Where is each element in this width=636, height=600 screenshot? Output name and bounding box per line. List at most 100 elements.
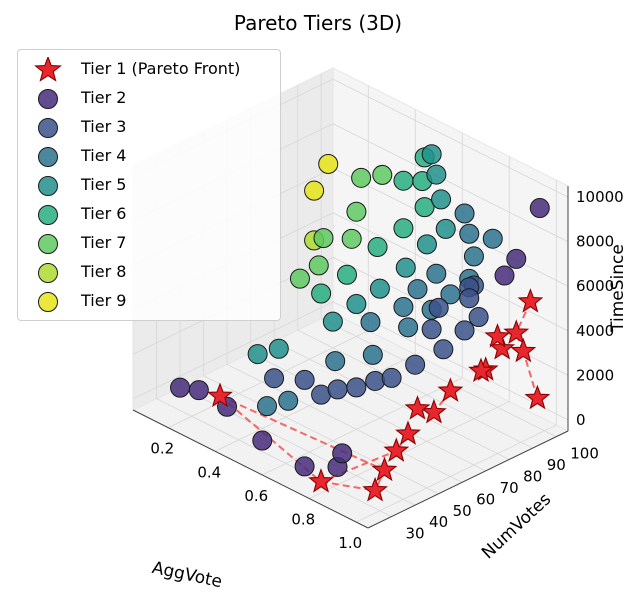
point-tier-4 <box>278 390 299 411</box>
point-tier-3 <box>365 370 386 391</box>
x-gridline <box>356 180 557 523</box>
star-point-tier-1-pareto-front <box>510 337 537 363</box>
legend-entry: Tier 9 <box>18 287 280 315</box>
legend-circle-icon <box>38 263 58 283</box>
star-point-tier-1-pareto-front <box>383 437 410 462</box>
legend-label: Tier 1 (Pareto Front) <box>81 59 241 78</box>
y-tick-label: 80 <box>523 468 542 486</box>
y-tick-label: 70 <box>500 479 519 497</box>
star-point-tier-1-pareto-front <box>437 377 464 402</box>
point-tier-5 <box>268 338 289 359</box>
point-tier-2 <box>252 430 273 451</box>
pareto-dashed-segment <box>522 351 539 399</box>
z-gridline <box>132 301 569 421</box>
point-tier-3 <box>421 319 442 340</box>
star-point-tier-1-pareto-front <box>484 323 511 348</box>
legend-entry: Tier 7 <box>18 229 280 257</box>
point-tier-2 <box>506 248 527 269</box>
z-tick-label: 0 <box>576 411 586 429</box>
point-tier-4 <box>440 284 461 305</box>
point-tier-7 <box>372 164 393 185</box>
point-tier-5 <box>421 144 442 165</box>
y-gridline <box>320 73 557 438</box>
point-tier-3 <box>346 377 367 398</box>
star-point-tier-1-pareto-front <box>524 384 551 410</box>
data-marks <box>170 144 551 502</box>
point-tier-5 <box>431 189 452 210</box>
chart-title: Pareto Tiers (3D) <box>234 11 402 35</box>
star-point-tier-1-pareto-front <box>404 395 431 420</box>
y-gridline <box>297 85 533 449</box>
point-tier-2 <box>294 456 315 477</box>
point-tier-4 <box>426 263 447 284</box>
point-tier-6 <box>367 237 388 258</box>
star-point-tier-1-pareto-front <box>503 319 530 344</box>
point-tier-6 <box>414 197 435 218</box>
legend-circle-icon <box>38 205 58 225</box>
x-tick-label: 0.6 <box>244 487 268 505</box>
y-tick-label: 50 <box>453 502 472 520</box>
point-tier-7 <box>346 201 367 222</box>
point-tier-7 <box>351 167 372 188</box>
star-point-tier-1-pareto-front <box>308 468 334 493</box>
legend-circle-icon <box>38 292 58 312</box>
x-axis-label: AggVote <box>150 558 224 592</box>
point-tier-3 <box>428 297 449 318</box>
star-point-tier-1-pareto-front <box>362 476 388 502</box>
y-tick-label: 60 <box>476 490 495 508</box>
point-tier-4 <box>360 312 381 333</box>
point-tier-2 <box>494 265 515 286</box>
point-tier-4 <box>362 344 383 365</box>
point-tier-7 <box>308 255 329 276</box>
point-tier-3 <box>433 339 454 360</box>
point-tier-5 <box>395 257 416 278</box>
point-tier-3 <box>264 368 285 389</box>
legend-star-icon <box>34 57 62 82</box>
point-tier-2 <box>170 377 191 398</box>
legend-circle-icon <box>38 176 58 196</box>
point-tier-6 <box>393 170 414 191</box>
point-tier-2 <box>529 198 550 219</box>
legend-label: Tier 4 <box>81 146 127 165</box>
legend-entry: Tier 1 (Pareto Front) <box>18 55 280 83</box>
point-tier-6 <box>336 264 357 285</box>
point-tier-4 <box>257 396 278 417</box>
legend-entry: Tier 8 <box>18 258 280 286</box>
point-tier-9 <box>304 180 325 201</box>
point-tier-2 <box>188 380 209 401</box>
legend-circle-icon <box>38 89 58 109</box>
star-point-tier-1-pareto-front <box>207 382 233 408</box>
point-tier-5 <box>416 234 437 255</box>
legend-entry: Tier 3 <box>18 113 280 141</box>
point-tier-3 <box>405 354 426 375</box>
legend-entry: Tier 4 <box>18 142 280 170</box>
point-tier-4 <box>463 246 484 267</box>
point-tier-4 <box>454 203 475 224</box>
point-tier-5 <box>322 311 343 332</box>
point-tier-3 <box>454 320 475 341</box>
legend-circle-icon <box>38 118 58 138</box>
z-tick-label: 8000 <box>576 233 614 251</box>
star-point-tier-1-pareto-front <box>468 357 494 383</box>
legend-entry: Tier 6 <box>18 200 280 228</box>
x-tick-label: 0.8 <box>291 511 315 529</box>
y-tick-label: 100 <box>570 445 599 463</box>
y-tick-label: 40 <box>429 513 448 531</box>
z-tick-label: 10000 <box>576 188 624 206</box>
point-tier-7 <box>341 228 362 249</box>
legend-label: Tier 8 <box>81 262 127 281</box>
z-tick-label: 6000 <box>576 277 614 295</box>
y-tick-label: 30 <box>406 525 425 543</box>
star-point-tier-1-pareto-front <box>517 288 544 313</box>
legend-label: Tier 6 <box>81 204 127 223</box>
x-tick-label: 0.4 <box>197 463 221 481</box>
legend-circle-icon <box>38 147 58 167</box>
point-tier-4 <box>325 351 346 372</box>
z-axis-label: TimeSince <box>608 244 628 333</box>
x-axis-line <box>132 409 369 529</box>
x-tick-label: 0.2 <box>150 440 174 458</box>
star-point-tier-1-pareto-front <box>395 420 422 445</box>
legend-entry: Tier 2 <box>18 84 280 112</box>
point-tier-5 <box>426 164 447 185</box>
pareto-dashed-segment <box>219 395 385 472</box>
